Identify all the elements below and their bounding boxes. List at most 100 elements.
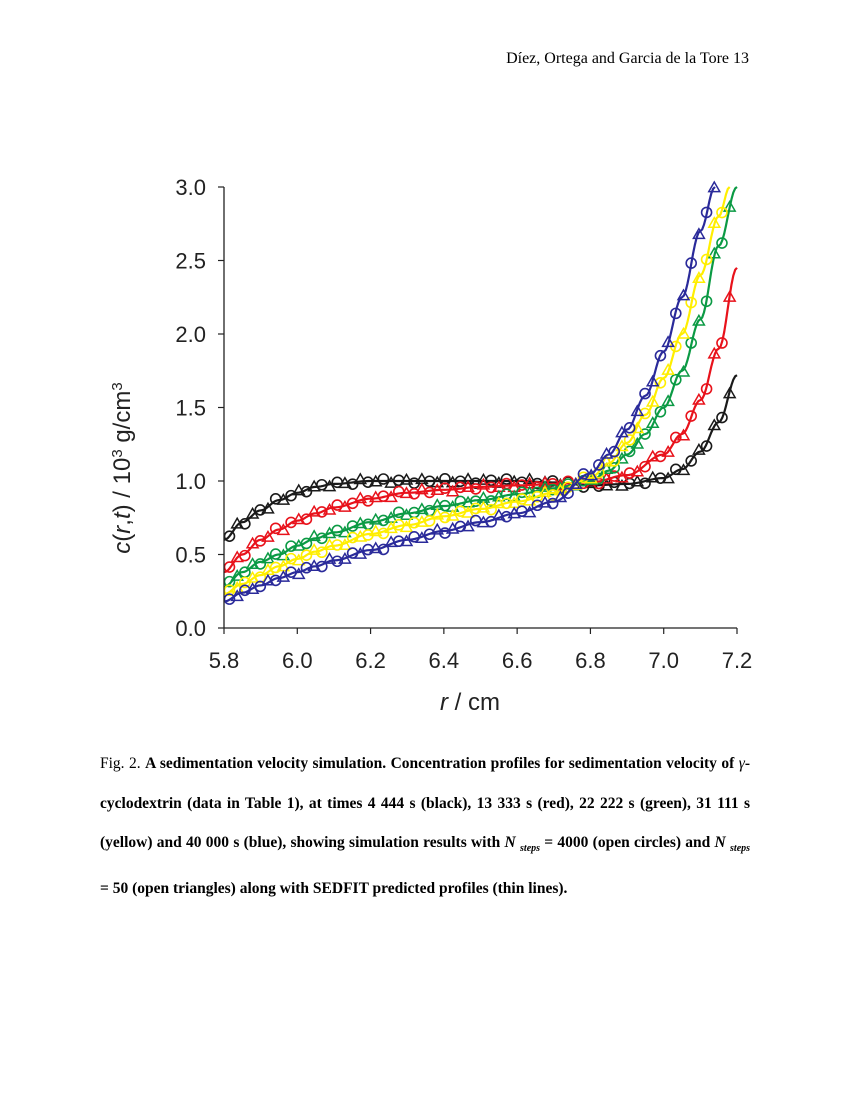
triangle-marker: [676, 364, 691, 377]
circle-marker: [685, 296, 697, 309]
triangle-marker: [338, 538, 352, 551]
triangle-marker: [722, 200, 737, 212]
triangle-marker: [245, 506, 260, 519]
circle-marker: [316, 532, 328, 545]
circle-marker: [377, 514, 390, 527]
triangle-marker: [230, 569, 244, 581]
y-tick-label: 1.5: [175, 396, 206, 421]
y-tick-label: 1.0: [175, 469, 206, 494]
circle-marker: [700, 206, 713, 219]
circle-marker: [316, 506, 328, 518]
triangle-marker: [415, 482, 429, 495]
triangle-marker: [692, 442, 706, 455]
circle-marker: [670, 373, 682, 386]
circle-marker: [377, 473, 390, 485]
triangle-marker: [676, 428, 691, 441]
circle-marker: [423, 486, 436, 499]
circle-marker: [285, 516, 297, 529]
y-tick-label: 0.0: [175, 616, 206, 641]
circle-marker: [408, 516, 420, 529]
triangle-marker: [676, 326, 691, 339]
triangle-marker: [707, 246, 722, 259]
circle-marker: [716, 337, 728, 349]
circle-marker: [639, 460, 651, 473]
triangle-marker: [461, 472, 475, 485]
running-header: Díez, Ortega and Garcia de la Tore 13: [506, 50, 749, 67]
circle-marker: [254, 504, 267, 516]
triangle-marker: [630, 464, 645, 477]
triangle-marker: [676, 288, 691, 301]
triangle-marker: [553, 490, 568, 503]
circle-marker: [562, 487, 574, 499]
circle-marker: [716, 237, 728, 249]
circle-marker: [700, 383, 713, 395]
triangle-marker: [645, 394, 660, 407]
caption-part-3: = 4000 (open circles) and: [540, 834, 715, 851]
circle-marker: [516, 479, 528, 491]
triangle-marker: [276, 523, 291, 536]
triangle-marker: [291, 567, 306, 580]
circle-marker: [700, 440, 713, 452]
triangle-marker: [338, 525, 352, 538]
triangle-marker: [415, 531, 429, 544]
circle-marker: [685, 410, 697, 422]
caption-n-symbol-1: N: [504, 834, 516, 851]
circle-marker: [454, 475, 467, 488]
circle-marker: [300, 549, 313, 561]
figure-caption: Fig. 2. A sedimentation velocity simulat…: [100, 744, 750, 908]
caption-part-1: A sedimentation velocity simulation. Con…: [145, 755, 739, 772]
circle-marker: [300, 513, 313, 525]
circle-marker: [423, 515, 436, 527]
x-tick-label: 6.8: [575, 648, 606, 673]
caption-steps-subscript-1: steps: [520, 843, 541, 855]
x-tick-label: 6.4: [429, 648, 460, 673]
y-tick-label: 2.5: [175, 249, 206, 274]
circle-marker: [239, 584, 251, 597]
triangle-marker: [353, 546, 368, 559]
circle-marker: [500, 510, 513, 523]
triangle-marker: [338, 551, 352, 564]
triangle-marker: [399, 520, 414, 533]
triangle-marker: [445, 508, 460, 521]
triangle-marker: [722, 289, 737, 302]
circle-marker: [269, 561, 282, 574]
circle-marker: [685, 257, 697, 269]
triangle-marker: [261, 501, 275, 514]
circle-marker: [316, 560, 328, 573]
circle-marker: [623, 434, 636, 446]
triangle-marker: [584, 468, 598, 481]
circle-marker: [239, 517, 251, 530]
triangle-marker: [522, 472, 537, 485]
caption-part-4: = 50 (open triangles) along with SEDFIT …: [100, 879, 568, 897]
x-tick-label: 5.8: [209, 648, 240, 673]
triangle-marker: [707, 180, 722, 193]
triangle-marker: [661, 445, 675, 457]
circle-marker: [608, 445, 621, 458]
triangle-marker: [353, 491, 368, 504]
circle-marker: [439, 472, 451, 485]
triangle-marker: [276, 492, 291, 505]
circle-marker: [639, 407, 651, 420]
triangle-marker: [353, 472, 368, 485]
circle-marker: [639, 428, 651, 440]
circle-marker: [285, 489, 297, 502]
caption-prefix: Fig. 2.: [100, 755, 146, 772]
triangle-marker: [722, 386, 737, 399]
triangle-marker: [261, 551, 275, 564]
circle-marker: [500, 488, 513, 500]
series-4: [223, 180, 722, 605]
triangle-marker: [430, 522, 445, 535]
caption-steps-subscript-2: steps: [730, 843, 751, 855]
circle-marker: [331, 555, 344, 568]
circle-marker: [685, 455, 697, 467]
triangle-marker: [522, 505, 537, 518]
series-line: [223, 186, 731, 596]
series-line: [223, 186, 716, 603]
circle-marker: [485, 503, 497, 516]
triangle-marker: [661, 394, 675, 407]
triangle-marker: [707, 418, 722, 431]
triangle-marker: [584, 471, 598, 484]
triangle-marker: [384, 490, 398, 503]
circle-marker: [654, 349, 667, 362]
series-line: [223, 374, 738, 541]
